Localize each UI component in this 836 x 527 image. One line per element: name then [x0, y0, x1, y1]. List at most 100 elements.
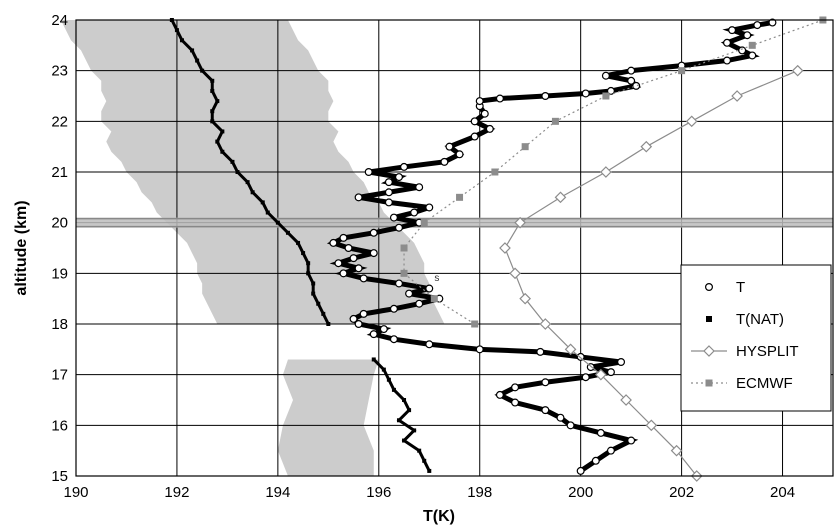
- data-point: [606, 368, 615, 377]
- legend: T T(NAT) HYSPLIT ECMWF: [680, 264, 832, 412]
- data-point: [379, 325, 388, 334]
- data-point: [475, 97, 484, 106]
- data-point: [174, 28, 179, 33]
- data-point: [265, 210, 270, 215]
- data-point: [627, 436, 636, 445]
- y-tick-label: 22: [51, 113, 68, 130]
- data-point: [509, 267, 521, 280]
- data-point: [400, 162, 409, 171]
- data-point: [369, 249, 378, 258]
- data-point: [600, 166, 612, 178]
- data-point: [617, 358, 626, 367]
- x-tick-label: 196: [366, 484, 391, 501]
- data-point: [620, 394, 632, 406]
- nat-trace: [372, 358, 431, 472]
- data-point: [420, 219, 428, 227]
- series-layer: [169, 16, 827, 482]
- data-point: [210, 109, 215, 114]
- data-point: [422, 458, 427, 463]
- data-point: [556, 413, 565, 422]
- data-point: [260, 200, 265, 205]
- data-point: [339, 233, 348, 242]
- data-point: [215, 99, 220, 104]
- x-tick-label: 192: [164, 484, 189, 501]
- data-point: [738, 46, 747, 55]
- highlight-band: [76, 217, 833, 228]
- axis-layer: 190 192 194 196 198 200 202 204 15 16 17 18 19 20 21 22…: [13, 12, 834, 525]
- data-point: [275, 220, 280, 225]
- legend-entry-t-nat-: T(NAT): [706, 311, 784, 328]
- data-point: [384, 198, 393, 207]
- data-point: [190, 48, 195, 53]
- data-point: [511, 383, 520, 392]
- x-tick-label: 190: [63, 484, 88, 501]
- y-tick-label: 17: [51, 367, 68, 384]
- y-tick-label: 23: [51, 63, 68, 80]
- y-tick-label: 18: [51, 316, 68, 333]
- data-point: [514, 216, 526, 229]
- data-point: [475, 345, 484, 354]
- data-point: [210, 119, 215, 124]
- data-point: [670, 444, 683, 457]
- data-point: [334, 259, 343, 268]
- data-point: [230, 159, 235, 164]
- data-point: [301, 251, 306, 256]
- series-t: [326, 18, 777, 475]
- y-tick-label: 24: [51, 12, 68, 29]
- data-point: [394, 173, 403, 182]
- data-point: [743, 31, 752, 40]
- data-point: [485, 124, 494, 133]
- data-point: [415, 183, 424, 192]
- data-point: [250, 190, 255, 195]
- data-point: [349, 314, 358, 323]
- data-point: [407, 408, 412, 413]
- data-point: [389, 213, 398, 222]
- data-point: [748, 41, 756, 49]
- x-tick-label: 202: [669, 484, 694, 501]
- data-point: [384, 178, 393, 187]
- data-point: [576, 466, 585, 475]
- data-point: [480, 109, 489, 118]
- data-point: [359, 274, 368, 283]
- data-point: [316, 301, 321, 306]
- data-point: [511, 398, 520, 407]
- data-point: [394, 223, 403, 232]
- data-point: [371, 357, 376, 362]
- data-point: [491, 168, 499, 176]
- data-point: [311, 281, 316, 286]
- data-point: [402, 438, 407, 443]
- data-point: [220, 149, 225, 154]
- data-point: [400, 244, 408, 252]
- data-point: [410, 208, 419, 217]
- data-point: [581, 89, 590, 98]
- y-tick-label: 21: [51, 164, 68, 181]
- data-point: [220, 129, 225, 134]
- data-point: [581, 373, 590, 382]
- data-point: [389, 335, 398, 344]
- data-point: [728, 26, 737, 35]
- data-point: [354, 320, 363, 329]
- data-point: [495, 94, 504, 103]
- data-point: [235, 170, 240, 174]
- data-point: [678, 67, 686, 75]
- data-point: [306, 271, 311, 276]
- data-point: [495, 390, 504, 399]
- y-tick-label: 20: [51, 215, 68, 232]
- data-point: [329, 238, 338, 247]
- data-point: [566, 421, 575, 430]
- data-point: [471, 320, 479, 328]
- data-point: [541, 378, 550, 387]
- data-point: [311, 291, 316, 296]
- data-point: [541, 91, 550, 100]
- data-point: [405, 289, 414, 298]
- y-tick-label: 15: [51, 468, 68, 485]
- data-point: [427, 468, 432, 473]
- data-point: [402, 398, 407, 402]
- data-point: [417, 448, 422, 453]
- highlight-layer: [76, 217, 833, 228]
- x-axis-title: T(K): [423, 508, 455, 525]
- data-point: [554, 191, 567, 204]
- data-point: [602, 92, 610, 100]
- data-point: [354, 264, 363, 273]
